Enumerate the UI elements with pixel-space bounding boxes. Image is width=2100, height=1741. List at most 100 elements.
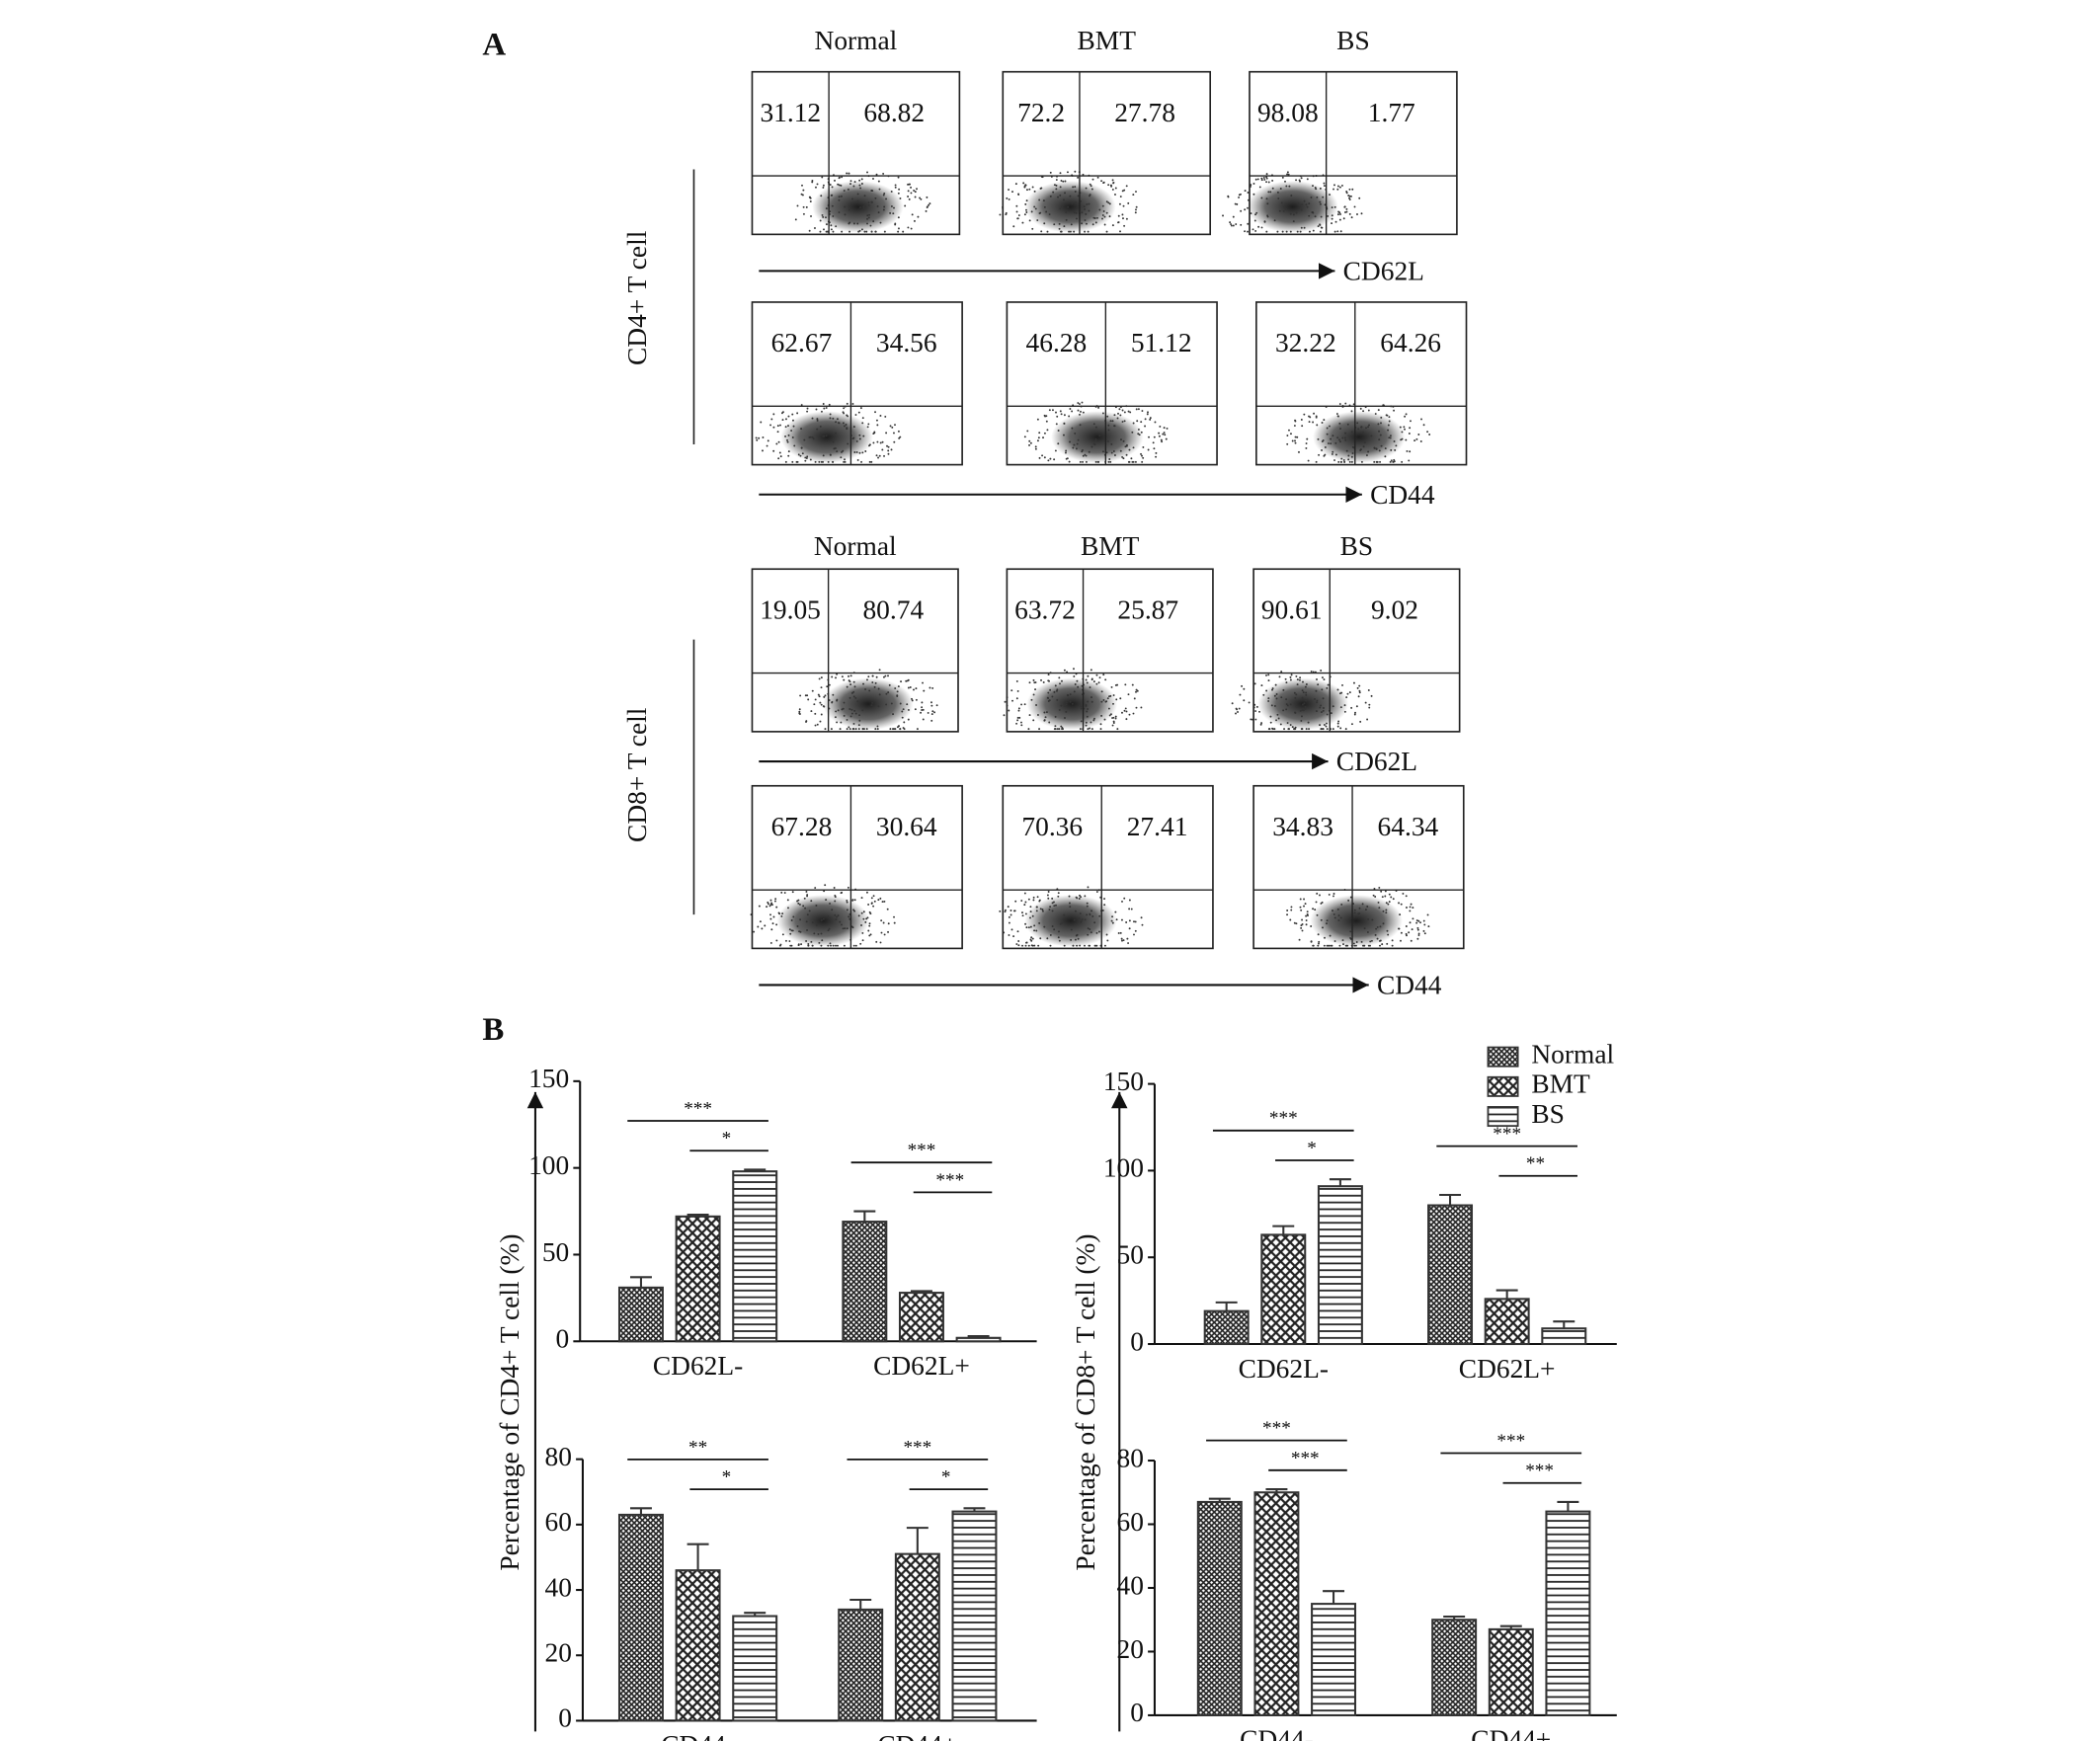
cell-dot xyxy=(836,673,839,675)
cell-dot xyxy=(1362,431,1365,434)
cell-dot xyxy=(1405,932,1408,935)
cell-dot xyxy=(1376,925,1379,928)
cell-dot xyxy=(1094,944,1097,947)
cell-dot xyxy=(848,728,851,731)
cell-dot xyxy=(1047,700,1050,702)
cell-dot xyxy=(1074,683,1077,685)
cell-dot xyxy=(1037,944,1040,947)
cell-dot xyxy=(882,675,885,678)
cell-dot xyxy=(822,184,825,187)
cell-dot xyxy=(857,411,860,414)
cell-dot xyxy=(862,910,865,913)
cell-dot xyxy=(1299,180,1301,183)
cell-dot xyxy=(1030,698,1033,701)
cell-dot xyxy=(1301,203,1304,206)
cell-dot xyxy=(1366,906,1369,908)
cell-dot xyxy=(848,222,850,225)
cell-dot xyxy=(859,187,862,190)
cell-dot xyxy=(832,440,835,443)
cell-dot xyxy=(1348,188,1351,191)
cell-dot xyxy=(1330,442,1333,445)
cell-dot xyxy=(1319,187,1322,190)
cell-dot xyxy=(819,230,822,233)
cell-dot xyxy=(1059,172,1062,175)
cell-dot xyxy=(893,206,895,209)
cell-dot xyxy=(1080,896,1083,899)
cell-dot xyxy=(1405,413,1408,416)
cell-dot xyxy=(1277,198,1280,200)
cell-dot xyxy=(851,198,853,200)
cell-dot xyxy=(902,727,905,730)
cell-dot xyxy=(1322,706,1325,709)
cell-dot xyxy=(1316,913,1319,916)
cell-dot xyxy=(1093,921,1096,924)
cell-dot xyxy=(1275,719,1278,722)
cell-dot xyxy=(1370,694,1373,697)
cell-dot xyxy=(1051,897,1054,900)
cell-dot xyxy=(819,720,822,723)
cell-dot xyxy=(1030,939,1033,942)
cell-dot xyxy=(1011,699,1013,702)
cell-dot xyxy=(1385,911,1388,914)
cell-dot xyxy=(1063,705,1066,707)
cell-dot xyxy=(1303,905,1305,908)
cell-dot xyxy=(1328,893,1331,896)
cell-dot xyxy=(1408,931,1411,934)
cell-dot xyxy=(1140,431,1143,434)
cell-dot xyxy=(1300,208,1303,211)
cell-dot xyxy=(1158,435,1161,437)
cell-dot xyxy=(1305,442,1308,445)
cell-dot xyxy=(1038,899,1041,902)
cell-dot xyxy=(1127,201,1130,204)
cell-dot xyxy=(930,701,932,704)
cell-dot xyxy=(872,178,874,180)
cell-dot xyxy=(1008,915,1010,918)
cell-dot xyxy=(1075,211,1078,214)
cell-dot xyxy=(1299,898,1302,901)
cell-dot xyxy=(842,449,845,452)
cell-dot xyxy=(1336,213,1339,216)
cell-dot xyxy=(1410,903,1413,906)
cell-dot xyxy=(843,678,846,681)
cell-dot xyxy=(849,180,852,183)
cell-dot xyxy=(1285,708,1288,711)
panel-label: B xyxy=(482,1012,504,1048)
cell-dot xyxy=(1342,458,1345,461)
cell-dot xyxy=(1111,420,1114,423)
cell-dot xyxy=(1380,416,1383,419)
x-tick-label: CD44+ xyxy=(1471,1725,1551,1741)
cell-dot xyxy=(1008,709,1010,712)
cell-dot xyxy=(907,190,910,193)
cell-dot xyxy=(1078,403,1081,406)
y-tick-label: 50 xyxy=(542,1237,569,1267)
cell-dot xyxy=(1339,916,1342,919)
y-tick-label: 150 xyxy=(1103,1067,1144,1096)
cell-dot xyxy=(1363,441,1366,444)
cell-dot xyxy=(831,700,834,703)
cell-dot xyxy=(870,897,873,900)
cell-dot xyxy=(856,222,859,225)
cell-dot xyxy=(1338,186,1341,189)
cell-dot xyxy=(838,422,840,425)
cell-dot xyxy=(1099,723,1102,726)
cell-dot xyxy=(1333,230,1336,233)
cell-dot xyxy=(1010,928,1013,931)
cell-dot xyxy=(1390,459,1393,462)
cell-dot xyxy=(1327,442,1330,444)
cell-dot xyxy=(1388,436,1391,439)
cell-dot xyxy=(1053,905,1056,908)
cell-dot xyxy=(896,726,899,729)
cell-dot xyxy=(1240,193,1242,196)
cell-dot xyxy=(1074,170,1077,173)
cell-dot xyxy=(1344,944,1347,947)
cell-dot xyxy=(1321,688,1324,691)
cell-dot xyxy=(1273,694,1276,697)
quadrant-value: 64.26 xyxy=(1380,328,1441,357)
cell-dot xyxy=(1048,213,1051,215)
cell-dot xyxy=(855,451,858,453)
cell-dot xyxy=(1033,190,1036,193)
plot-frame xyxy=(1252,568,1461,733)
cell-dot xyxy=(1324,445,1327,448)
cell-dot xyxy=(1047,673,1050,676)
cell-dot xyxy=(1359,448,1362,451)
